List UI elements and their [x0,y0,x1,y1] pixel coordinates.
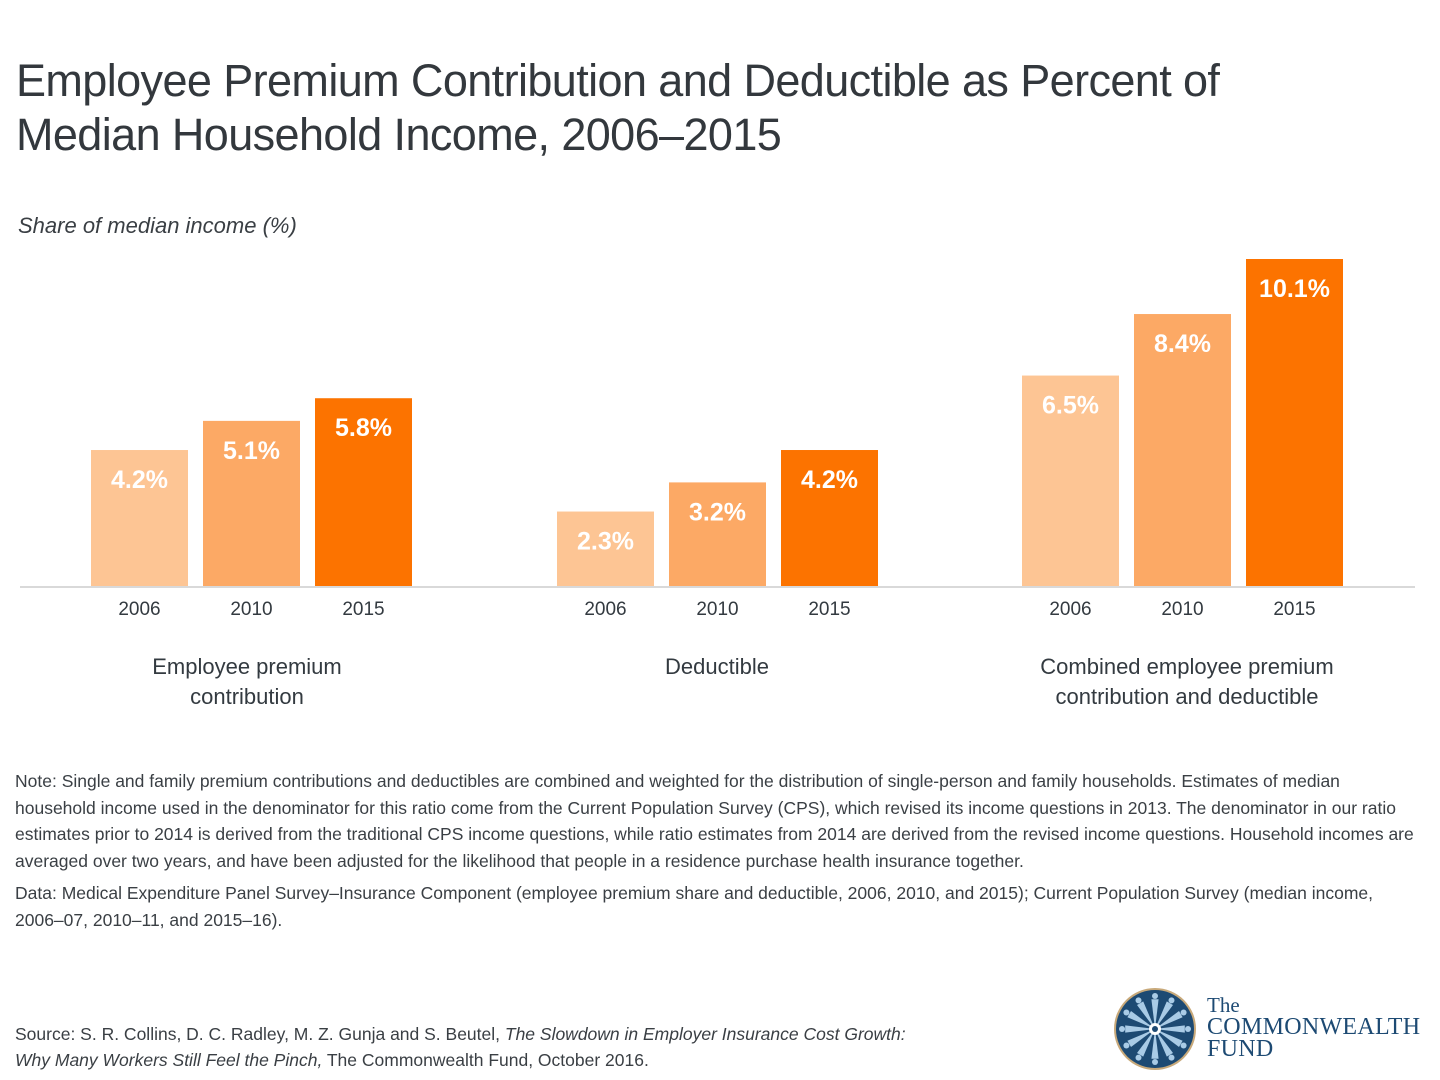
title-line-2: Median Household Income, 2006–2015 [16,109,782,160]
group-label-premium: Employee premium contribution [47,652,447,712]
bar-2-2006 [1022,375,1119,586]
x-tick-label: 2006 [1049,599,1091,620]
group-label-line: Employee premium [152,654,342,679]
x-tick-label: 2010 [1161,599,1203,620]
emblem-figure-head [1180,1009,1187,1016]
chart-title: Employee Premium Contribution and Deduct… [16,54,1416,162]
emblem-ray [1137,1001,1155,1029]
bar-1-2010 [669,482,766,586]
group-label-line: Combined employee premium [1040,654,1334,679]
source-citation: Source: S. R. Collins, D. C. Radley, M. … [15,1021,915,1073]
group-label-line: contribution [190,684,304,709]
bar-0-2015 [315,398,412,586]
emblem-figure-head [1185,1026,1191,1032]
group-label-line: Deductible [665,654,769,679]
x-tick-label: 2015 [808,599,850,620]
data-label: 4.2% [801,466,858,494]
group-label-combined: Combined employee premium contribution a… [987,652,1387,712]
emblem-ray [1151,1029,1159,1059]
emblem-ray [1155,1001,1173,1029]
bar-2-2010 [1134,314,1231,586]
x-tick-label: 2006 [584,599,626,620]
emblem-ray [1151,999,1159,1029]
data-note: Data: Medical Expenditure Panel Survey–I… [15,883,1374,930]
y-axis-label: Share of median income (%) [18,213,297,238]
x-tick-label: 2010 [696,599,738,620]
group-label-line: contribution and deductible [1055,684,1319,709]
group-label-deductible: Deductible [517,652,917,682]
data-label: 6.5% [1042,392,1099,420]
logo-text-the: The [1207,993,1240,1017]
title-line-1: Employee Premium Contribution and Deduct… [16,55,1220,106]
emblem-figure-head [1123,1042,1130,1049]
data-label: 5.8% [335,414,392,442]
bar-1-2006 [557,511,654,586]
emblem-figure-head [1168,997,1175,1004]
source-title: The Slowdown in Employer Insurance Cost … [15,1024,906,1070]
commonwealth-fund-logo: The COMMONWEALTH FUND [1112,988,1432,1070]
notes: Note: Single and family premium contribu… [15,768,1425,939]
bar-1-2015 [781,450,878,586]
methodology-note: Note: Single and family premium contribu… [15,771,1414,871]
x-tick-label: 2015 [342,599,384,620]
emblem-figure-head [1135,1054,1142,1061]
bar-0-2010 [203,420,300,586]
data-label: 2.3% [577,528,634,556]
x-tick-label: 2015 [1273,599,1315,620]
emblem-figure-head [1152,1059,1158,1065]
x-tick-label: 2010 [230,599,272,620]
emblem-ray [1155,1029,1183,1047]
emblem-ray [1137,1029,1155,1057]
data-label: 4.2% [111,466,168,494]
logo-text-fund: FUND [1207,1036,1274,1062]
data-label: 5.1% [223,437,280,465]
source-prefix: Source: S. R. Collins, D. C. Radley, M. … [15,1024,505,1044]
x-tick-label: 2006 [118,599,160,620]
emblem-figure-head [1123,1009,1130,1016]
data-label: 10.1% [1259,275,1330,303]
emblem-figure-head [1135,997,1142,1004]
logo-text-commonwealth: COMMONWEALTH [1207,1014,1421,1040]
bar-chart: 4.2% 2006 5.1% 2010 5.8% 2015 2.3% 2006 3.2% 2010… [20,259,1415,620]
data-label: 8.4% [1154,330,1211,358]
emblem-figure-head [1168,1054,1175,1061]
bar-2-2015 [1246,259,1343,586]
emblem-ray [1155,1029,1173,1057]
bar-0-2006 [91,450,188,586]
emblem-ray [1125,1025,1155,1033]
emblem-ray [1155,1025,1185,1033]
emblem-ray [1127,1011,1155,1029]
emblem-figure-head [1119,1026,1125,1032]
source-suffix: The Commonwealth Fund, October 2016. [322,1050,649,1070]
commonwealth-fund-emblem-icon [1114,988,1196,1070]
emblem-ray [1127,1029,1155,1047]
emblem-figure-head [1180,1042,1187,1049]
emblem-figure-head [1152,993,1158,999]
emblem-ray [1155,1011,1183,1029]
data-label: 3.2% [689,498,746,526]
